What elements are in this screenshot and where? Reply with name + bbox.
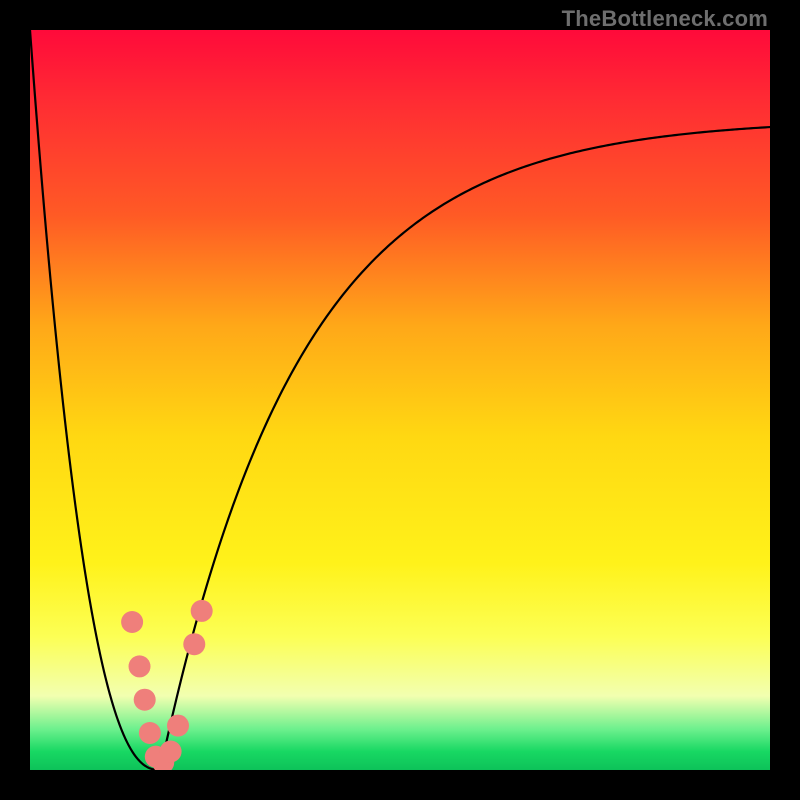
data-marker [183,633,205,655]
data-marker [121,611,143,633]
data-marker [134,689,156,711]
data-marker [129,655,151,677]
data-marker [191,600,213,622]
data-marker [167,715,189,737]
plot-area [30,30,770,770]
watermark-text: TheBottleneck.com [562,6,768,32]
chart-frame: TheBottleneck.com [0,0,800,800]
data-marker [139,722,161,744]
data-marker [160,741,182,763]
chart-svg [30,30,770,770]
